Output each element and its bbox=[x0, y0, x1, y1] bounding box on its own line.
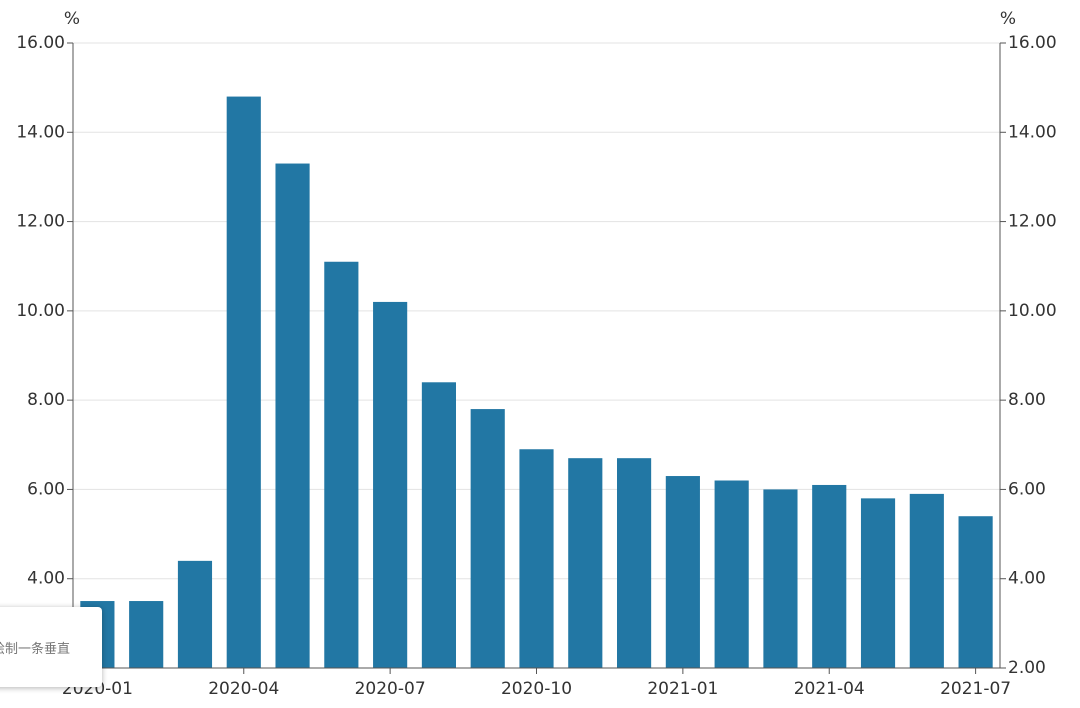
bar bbox=[909, 493, 944, 668]
y-axis-unit: % bbox=[64, 9, 80, 29]
bar bbox=[324, 261, 359, 668]
bar bbox=[226, 96, 261, 669]
y2-tick-label: 8.00 bbox=[1008, 390, 1046, 410]
bar bbox=[714, 480, 749, 668]
y2-tick-label: 6.00 bbox=[1008, 479, 1046, 499]
tooltip-text: 绘制一条垂直 bbox=[0, 642, 71, 657]
y-tick-label: 6.00 bbox=[27, 479, 65, 499]
bar bbox=[421, 382, 456, 668]
bar bbox=[665, 476, 700, 668]
tooltip: 绘制一条垂直 bbox=[0, 607, 102, 687]
bar bbox=[129, 601, 164, 668]
y2-tick-label: 10.00 bbox=[1008, 301, 1057, 321]
bar bbox=[568, 458, 603, 668]
y-tick-label: 16.00 bbox=[16, 33, 65, 53]
y-tick-label: 10.00 bbox=[16, 301, 65, 321]
y2-axis-unit: % bbox=[1000, 9, 1016, 29]
y-tick-label: 14.00 bbox=[16, 122, 65, 142]
bar bbox=[373, 301, 408, 668]
bar bbox=[958, 516, 993, 668]
y2-tick-label: 4.00 bbox=[1008, 569, 1046, 589]
x-tick-label: 2020-07 bbox=[355, 679, 426, 699]
x-tick-label: 2021-01 bbox=[647, 679, 718, 699]
bar bbox=[617, 458, 652, 668]
bar bbox=[519, 449, 554, 668]
bar bbox=[860, 498, 896, 668]
y-tick-label: 12.00 bbox=[16, 212, 65, 232]
bar bbox=[470, 409, 505, 668]
bar bbox=[275, 163, 310, 669]
y2-tick-label: 12.00 bbox=[1008, 212, 1057, 232]
bar bbox=[812, 484, 847, 668]
y2-tick-label: 14.00 bbox=[1008, 122, 1057, 142]
x-tick-label: 2021-07 bbox=[940, 679, 1011, 699]
y2-tick-label: 2.00 bbox=[1008, 658, 1046, 678]
x-tick-label: 2020-10 bbox=[501, 679, 572, 699]
bar bbox=[763, 489, 798, 668]
x-tick-label: 2020-04 bbox=[208, 679, 279, 699]
bar bbox=[177, 560, 213, 668]
y2-tick-label: 16.00 bbox=[1008, 33, 1057, 53]
y-tick-label: 4.00 bbox=[27, 569, 65, 589]
y-tick-label: 8.00 bbox=[27, 390, 65, 410]
x-tick-label: 2021-04 bbox=[794, 679, 865, 699]
